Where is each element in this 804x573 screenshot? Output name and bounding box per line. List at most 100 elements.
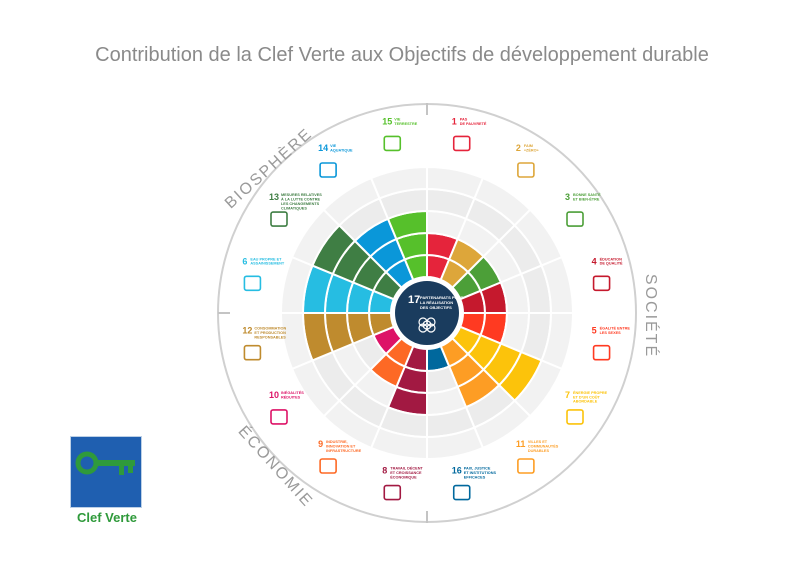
sdg-title-7-2: ABORDABLE — [573, 400, 598, 404]
clef-verte-logo — [70, 436, 142, 508]
infinity-icon — [243, 344, 262, 361]
sdg-title-10-0: INÉGALITÉS — [281, 390, 304, 395]
sdg-number-4: 4 — [592, 256, 597, 266]
sdg-title-6-1: ASSAINISSEMENT — [250, 262, 284, 266]
sdg-title-9-1: INNOVATION ET — [326, 444, 356, 448]
sdg-label-2: 2 FAIM«ZÉRO» — [516, 143, 539, 178]
dove-icon — [452, 484, 471, 501]
sdg-number-3: 3 — [565, 192, 570, 202]
sdg-number-14: 14 — [318, 143, 328, 153]
sdg-title-11-2: DURABLES — [528, 449, 550, 453]
segment-empty-sdg-15 — [369, 165, 428, 200]
sdg-title-1-1: DE PAUVRETÉ — [460, 121, 487, 126]
sdg-title-7-0: ÉNERGIE PROPRE — [573, 390, 608, 395]
sdg-title-13-1: À LA LUTTE CONTRE — [281, 197, 321, 202]
water-icon — [243, 275, 262, 292]
sdg-title-4-0: ÉDUCATION — [600, 256, 623, 261]
ring-label-societe: SOCIÉTÉ — [642, 274, 661, 358]
sdg-title-1-0: PAS — [460, 117, 468, 121]
sdg-title-10-1: RÉDUITES — [281, 394, 301, 399]
sdg-title-9-2: INFRASTRUCTURE — [326, 449, 361, 453]
gender-icon — [592, 344, 611, 361]
sdg-title-5-0: ÉGALITÉ ENTRE — [600, 326, 631, 331]
sdg-title-12-1: ET PRODUCTION — [254, 331, 286, 335]
sdg-number-11: 11 — [516, 439, 526, 449]
sdg-number-6: 6 — [242, 256, 247, 266]
sdg-number-5: 5 — [592, 326, 597, 336]
sdg-title-7-1: ET D'UN COÛT — [573, 394, 601, 399]
sdg-title-12-0: CONSOMMATION — [254, 327, 286, 331]
center-text-2: LA RÉALISATION — [420, 300, 453, 305]
heartbeat-icon — [566, 211, 584, 227]
clef-verte-label: Clef Verte — [77, 510, 137, 525]
food-bowl-icon — [517, 162, 535, 178]
eye-globe-icon — [270, 211, 288, 227]
sdg-title-11-0: VILLES ET — [528, 440, 548, 444]
sdg-title-2-0: FAIM — [524, 144, 533, 148]
sdg-number-15: 15 — [382, 116, 392, 126]
page-title: Contribution de la Clef Verte aux Object… — [95, 44, 709, 66]
sdg-title-5-1: LES SEXES — [600, 331, 622, 335]
center-number: 17 — [408, 294, 420, 306]
sdg-number-8: 8 — [382, 466, 387, 476]
center-text-3: DES OBJECTIFS — [420, 305, 452, 310]
center-text-1: PARTENARIATS POUR — [420, 295, 464, 300]
sdg-number-16: 16 — [452, 466, 462, 476]
sdg-title-15-1: TERRESTRE — [394, 122, 417, 126]
sdg-number-10: 10 — [269, 390, 279, 400]
people-icon — [452, 135, 471, 152]
sdg-title-2-1: «ZÉRO» — [524, 147, 539, 152]
sdg-number-9: 9 — [318, 439, 323, 449]
sun-icon — [566, 409, 584, 425]
growth-chart-icon — [383, 484, 402, 501]
city-icon — [517, 458, 535, 474]
key-icon — [75, 451, 135, 475]
sdg-number-1: 1 — [452, 116, 457, 126]
sdg-title-12-2: RESPONSABLES — [254, 336, 286, 340]
fish-icon — [319, 162, 337, 178]
sdg-number-7: 7 — [565, 390, 570, 400]
sdg-number-12: 12 — [242, 326, 252, 336]
sdg-title-16-1: ET INSTITUTIONS — [464, 471, 497, 475]
outer-ring — [217, 103, 637, 523]
sdg-title-14-0: VIE — [330, 144, 337, 148]
partnership-flower-icon — [418, 317, 436, 333]
sdg-title-9-0: INDUSTRIE, — [326, 440, 348, 444]
cubes-icon — [319, 458, 337, 474]
sdg-title-16-2: EFFICACES — [464, 475, 486, 479]
wheel-segments — [279, 165, 575, 461]
sdg-title-3-0: BONNE SANTÉ — [573, 192, 601, 197]
equality-icon — [270, 409, 288, 425]
sdg-title-8-2: ÉCONOMIQUE — [390, 474, 417, 479]
tree-icon — [383, 135, 402, 152]
sdg-number-2: 2 — [516, 143, 521, 153]
sdg-title-8-1: ET CROISSANCE — [390, 471, 422, 475]
sdg-title-13-0: MESURES RELATIVES — [281, 193, 322, 197]
sdg-title-13-2: LES CHANGEMENTS — [281, 202, 320, 206]
sdg-title-14-1: AQUATIQUE — [330, 148, 353, 152]
book-icon — [592, 275, 611, 292]
sdg-title-4-1: DE QUALITÉ — [600, 261, 623, 266]
center-badge: 17 PARTENARIATS POUR LA RÉALISATION DES … — [395, 281, 464, 345]
ring-label-economie: ÉCONOMIE — [235, 422, 318, 511]
sdg-title-16-0: PAIX, JUSTICE — [464, 467, 491, 471]
sdg-title-8-0: TRAVAIL DÉCENT — [390, 466, 423, 471]
sdg-title-6-0: EAU PROPRE ET — [250, 257, 282, 261]
